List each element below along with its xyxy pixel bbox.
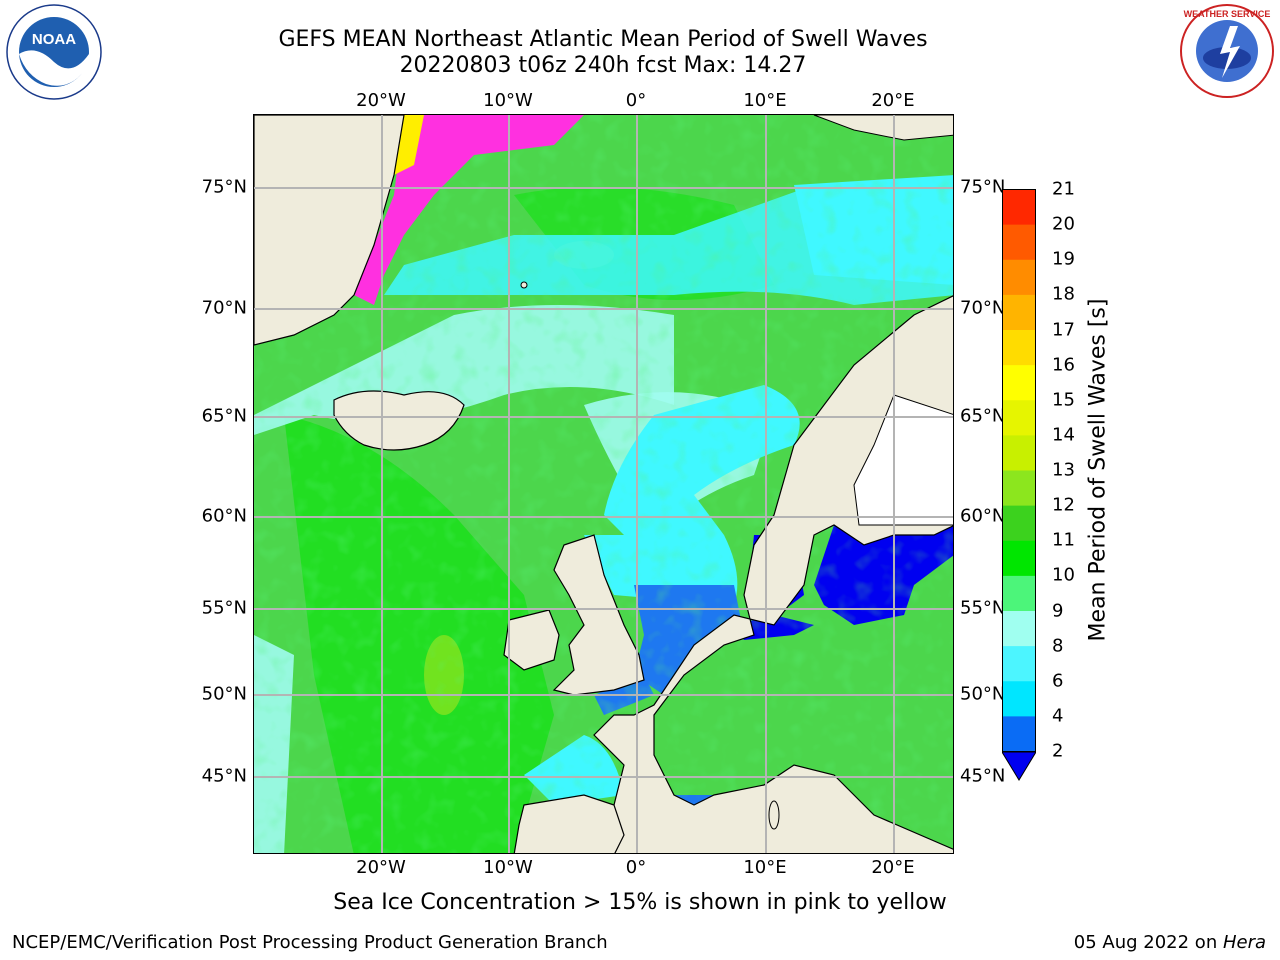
colorbar-tick-label: 2 [1052,740,1064,762]
lon-label-top: 10°E [743,90,787,111]
colorbar-tick-label: 12 [1052,494,1075,516]
colorbar-bin [1002,364,1036,401]
lon-label-top: 20°W [356,90,406,111]
colorbar-bin [1002,259,1036,295]
colorbar-swatches [1001,189,1037,781]
colorbar-bin [1002,399,1036,436]
colorbar-tick-label: 10 [1052,564,1075,586]
colorbar-tick-label: 18 [1052,283,1075,305]
land-jan-mayen [520,281,528,289]
lat-label-right: 55°N [960,597,1006,619]
lat-label-left: 70°N [201,297,247,319]
land-svalbard [813,115,953,141]
colorbar-tick-label: 20 [1052,213,1075,235]
lat-label-right: 65°N [960,405,1006,427]
lon-label-top: 20°E [871,90,915,111]
colorbar-bin [1002,505,1036,541]
colorbar-frame [1002,189,1036,752]
graticule [254,115,953,853]
lon-label-top: 10°W [483,90,533,111]
chart-title: GEFS MEAN Northeast Atlantic Mean Period… [278,27,928,52]
noaa-logo: NOAA [6,4,102,100]
colorbar-bin [1002,294,1036,330]
colorbar-tick-label: 11 [1052,529,1075,551]
host-name: Hera [1222,932,1266,953]
lon-label-top: 0° [625,90,647,111]
colorbar-bin [1002,645,1036,682]
lon-label-bottom: 20°E [871,857,915,878]
colorbar-bin [1002,540,1036,576]
land-greenland [254,115,405,346]
land-bothnia-gap [853,394,953,526]
colorbar-bin [1002,715,1036,752]
lat-label-right: 70°N [960,297,1006,319]
nws-logo: WEATHER SERVICE [1178,2,1276,100]
colorbar-bin [1002,575,1036,611]
run-date-text: 05 Aug 2022 on [1073,932,1223,953]
lat-label-left: 55°N [201,597,247,619]
land-corsica [768,800,780,830]
land-europe [523,295,953,853]
colorbar-tick-label: 9 [1052,600,1064,621]
colorbar-tick-label: 13 [1052,459,1075,481]
lat-label-right: 75°N [960,176,1006,198]
lat-label-left: 60°N [201,505,247,527]
colorbar-tick-label: 15 [1052,389,1075,411]
map-canvas [254,115,953,853]
colorbar-tick-label: 19 [1052,248,1075,270]
land-ireland [503,609,560,671]
lat-label-left: 75°N [201,176,247,198]
svg-text:WEATHER SERVICE: WEATHER SERVICE [1184,9,1271,19]
lat-label-left: 65°N [201,405,247,427]
lon-label-bottom: 0° [625,857,647,878]
colorbar-tick-label: 14 [1052,424,1075,446]
colorbar [1001,189,1037,781]
map-panel[interactable] [253,114,954,854]
colorbar-under-triangle [1001,751,1037,781]
colorbar-label: Mean Period of Swell Waves [s] [1085,298,1111,642]
colorbar-bin [1002,470,1036,506]
land-iceland [333,390,465,451]
lat-label-left: 45°N [201,765,247,787]
colorbar-tick-label: 21 [1052,178,1075,200]
lat-label-right: 45°N [960,765,1006,787]
svg-text:NOAA: NOAA [32,31,76,48]
lon-label-bottom: 10°E [743,857,787,878]
sea-ice-note: Sea Ice Concentration > 15% is shown in … [333,890,947,915]
colorbar-bin [1002,189,1036,225]
lon-label-bottom: 20°W [356,857,406,878]
lat-label-left: 50°N [201,683,247,705]
lat-label-right: 50°N [960,683,1006,705]
land-iberia [513,794,625,853]
colorbar-tick-label: 16 [1052,354,1075,376]
colorbar-bin [1002,224,1036,260]
colorbar-tick-label: 6 [1052,670,1064,692]
colorbar-tick-label: 17 [1052,319,1075,340]
lat-label-right: 60°N [960,505,1006,527]
credit-text: NCEP/EMC/Verification Post Processing Pr… [12,932,608,953]
colorbar-tick-label: 4 [1052,705,1064,727]
chart-subtitle: 20220803 t06z 240h fcst Max: 14.27 [399,53,807,78]
lon-label-bottom: 10°W [483,857,533,878]
colorbar-bin [1002,434,1036,471]
run-date: 05 Aug 2022 on Hera [1074,932,1266,953]
colorbar-bin [1002,610,1036,647]
colorbar-bin [1002,329,1036,366]
colorbar-tick-label: 8 [1052,635,1064,657]
colorbar-bin [1002,680,1036,717]
